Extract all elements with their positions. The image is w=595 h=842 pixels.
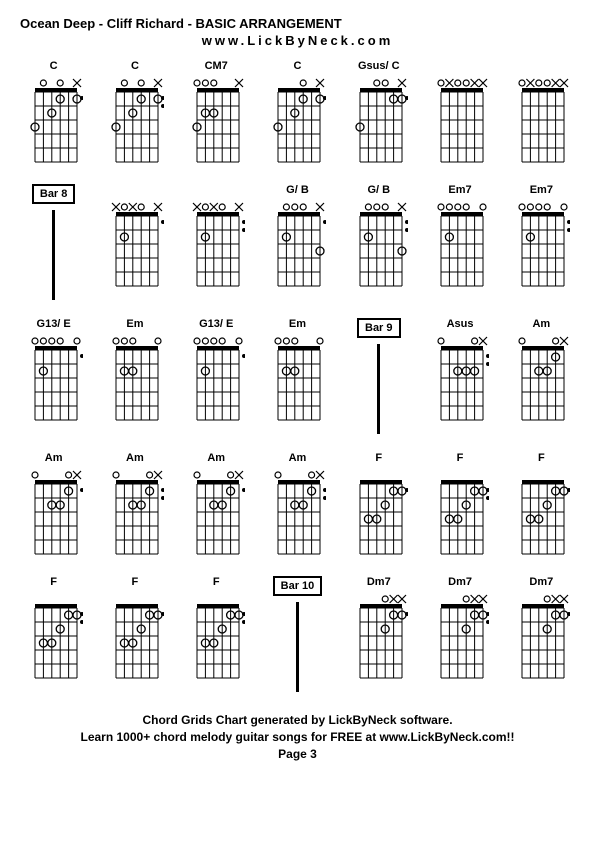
chord-name: Em — [126, 318, 143, 332]
chord-name: Dm7 — [529, 576, 553, 590]
chord-diagram: Em — [101, 318, 168, 434]
chord-diagram — [183, 184, 250, 300]
chord-grid: C C CM7 C Gsus/ C Bar 8 G/ B G/ B Em7 Em7 G13/ E Em… — [20, 60, 575, 692]
page-label: Page 3 — [20, 746, 575, 763]
chord-diagram: G13/ E — [183, 318, 250, 434]
chord-diagram: Am — [264, 452, 331, 558]
chord-name: C — [50, 60, 58, 74]
chord-name: Am — [207, 452, 225, 466]
chord-name: Am — [126, 452, 144, 466]
chord-name: F — [50, 576, 57, 590]
chord-name: G13/ E — [37, 318, 71, 332]
chord-diagram: Am — [508, 318, 575, 434]
chord-diagram: G/ B — [264, 184, 331, 300]
chord-name: G/ B — [367, 184, 390, 198]
chord-row: F F F Bar 10 Dm7 Dm7 Dm7 — [20, 576, 575, 692]
chord-diagram: F — [183, 576, 250, 692]
chord-diagram: Dm7 — [426, 576, 493, 692]
chord-diagram: C — [101, 60, 168, 166]
chord-row: Am Am Am Am F F F — [20, 452, 575, 558]
chord-name: C — [131, 60, 139, 74]
chord-name: Em — [289, 318, 306, 332]
chord-name: F — [375, 452, 382, 466]
chord-name: F — [213, 576, 220, 590]
chord-name: C — [294, 60, 302, 74]
chord-name: Dm7 — [448, 576, 472, 590]
chord-diagram — [101, 184, 168, 300]
chord-diagram: Dm7 — [508, 576, 575, 692]
bar-marker: Bar 9 — [345, 318, 412, 434]
website-text: www.LickByNeck.com — [20, 33, 575, 48]
chord-diagram — [426, 60, 493, 166]
chord-name: Am — [45, 452, 63, 466]
bar-line — [52, 210, 55, 300]
footer: Chord Grids Chart generated by LickByNec… — [20, 712, 575, 762]
bar-label: Bar 8 — [32, 184, 76, 204]
chord-diagram: Am — [20, 452, 87, 558]
chord-diagram: F — [101, 576, 168, 692]
chord-diagram: G13/ E — [20, 318, 87, 434]
footer-line2: Learn 1000+ chord melody guitar songs fo… — [20, 729, 575, 746]
bar-marker: Bar 8 — [20, 184, 87, 300]
chord-diagram: F — [345, 452, 412, 558]
chord-diagram: F — [20, 576, 87, 692]
bar-line — [296, 602, 299, 692]
chord-name: Gsus/ C — [358, 60, 400, 74]
chord-name: F — [538, 452, 545, 466]
chord-diagram: CM7 — [183, 60, 250, 166]
chord-name: G/ B — [286, 184, 309, 198]
chord-row: G13/ E Em G13/ E Em Bar 9 Asus Am — [20, 318, 575, 434]
bar-label: Bar 9 — [357, 318, 401, 338]
chord-name: Am — [289, 452, 307, 466]
chord-diagram: Gsus/ C — [345, 60, 412, 166]
chord-name: F — [132, 576, 139, 590]
chord-diagram: Em7 — [508, 184, 575, 300]
chord-diagram — [508, 60, 575, 166]
chord-name: Em7 — [530, 184, 553, 198]
chord-diagram: Em7 — [426, 184, 493, 300]
chord-diagram: Dm7 — [345, 576, 412, 692]
chord-name: Dm7 — [367, 576, 391, 590]
chord-name: Asus — [447, 318, 474, 332]
chord-name: F — [457, 452, 464, 466]
chord-name: Am — [532, 318, 550, 332]
chord-name: G13/ E — [199, 318, 233, 332]
title-text: Ocean Deep - Cliff Richard - BASIC ARRAN… — [20, 16, 575, 31]
bar-marker: Bar 10 — [264, 576, 331, 692]
chord-diagram: C — [264, 60, 331, 166]
chord-diagram: C — [20, 60, 87, 166]
chord-diagram: F — [426, 452, 493, 558]
chord-diagram: Am — [101, 452, 168, 558]
chord-row: C C CM7 C Gsus/ C — [20, 60, 575, 166]
bar-line — [377, 344, 380, 434]
chord-diagram: G/ B — [345, 184, 412, 300]
chord-diagram: Em — [264, 318, 331, 434]
chord-diagram: Am — [183, 452, 250, 558]
chord-diagram: F — [508, 452, 575, 558]
chord-diagram: Asus — [426, 318, 493, 434]
bar-label: Bar 10 — [273, 576, 323, 596]
footer-line1: Chord Grids Chart generated by LickByNec… — [20, 712, 575, 729]
chord-name: Em7 — [448, 184, 471, 198]
chord-row: Bar 8 G/ B G/ B Em7 Em7 — [20, 184, 575, 300]
chord-name: CM7 — [205, 60, 228, 74]
